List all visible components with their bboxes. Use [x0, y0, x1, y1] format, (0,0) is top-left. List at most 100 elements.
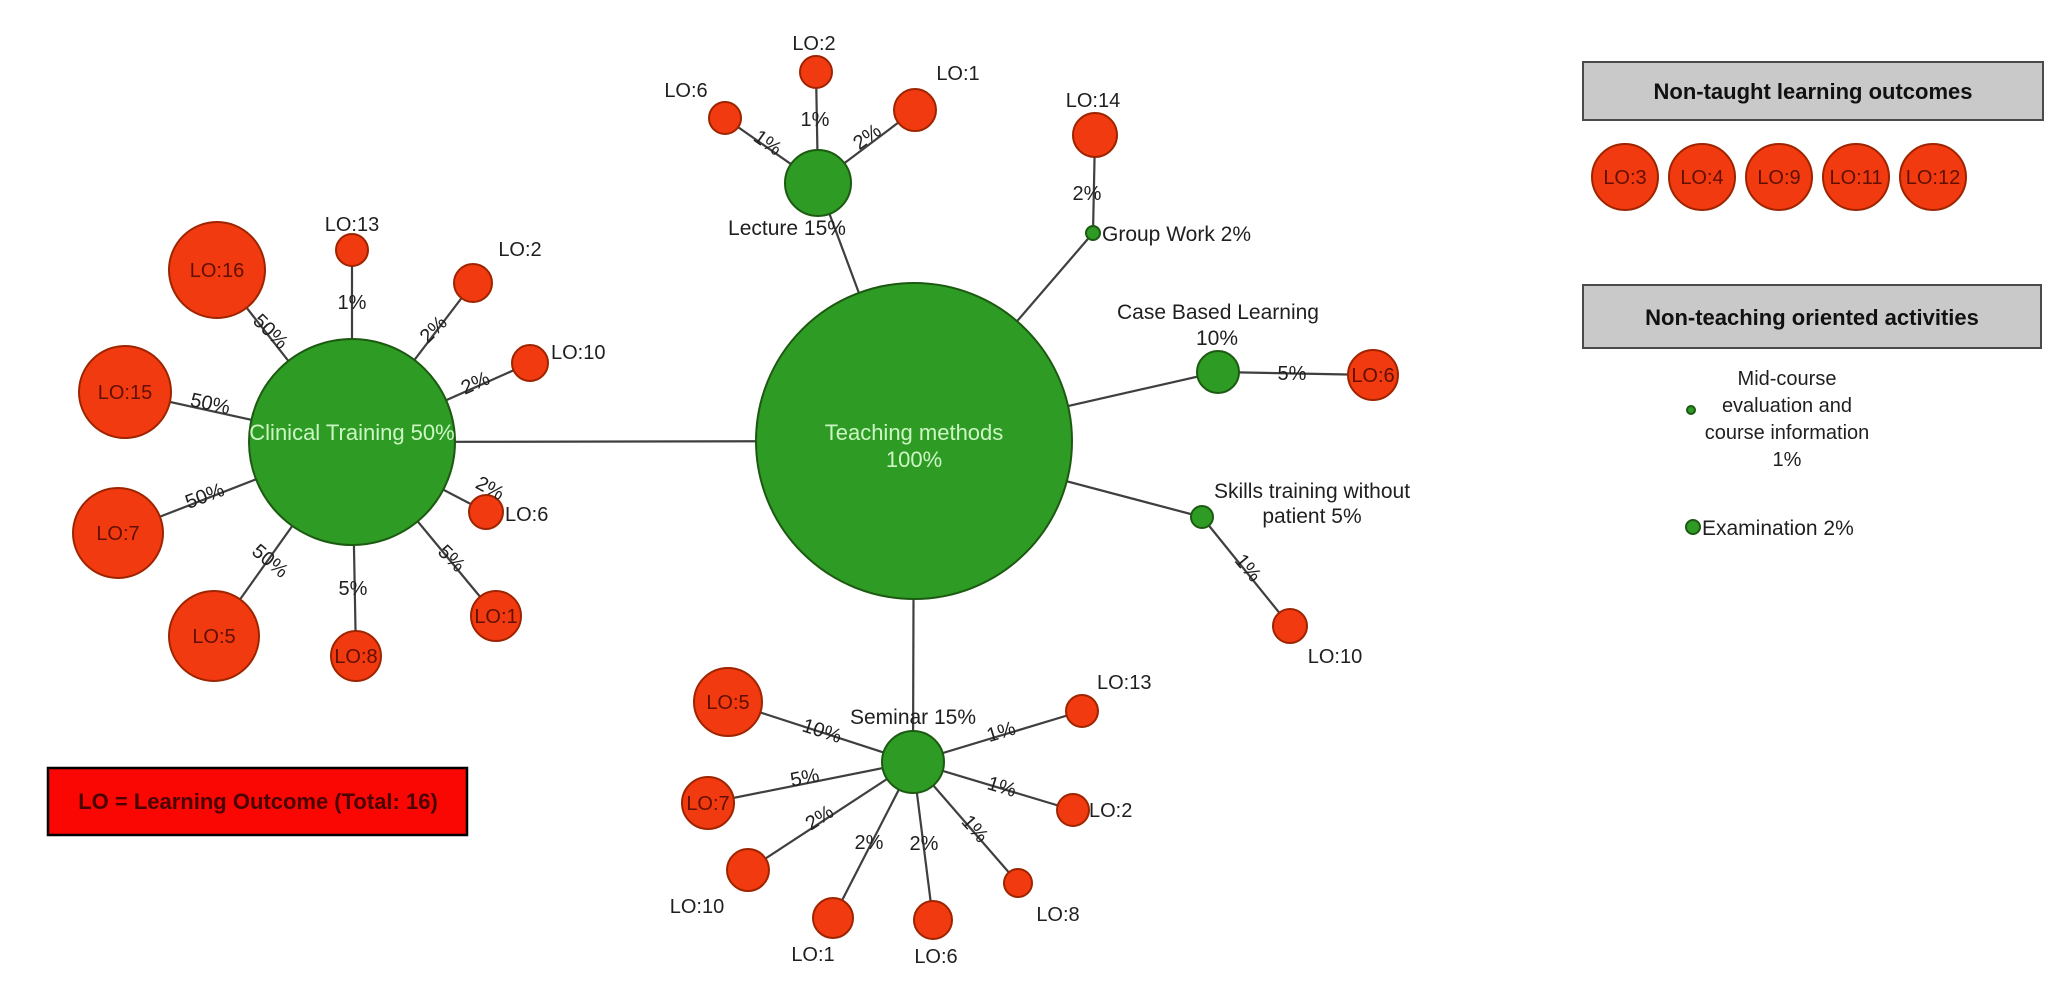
node-lo13-clinical — [335, 233, 369, 267]
lo14-label: LO:14 — [1066, 90, 1120, 112]
node-lo7-clinical — [72, 487, 164, 579]
node-lo15-clinical — [78, 345, 172, 439]
node-lo3-nontaught — [1591, 143, 1659, 211]
method-nodes — [248, 149, 1701, 794]
lo2-clinical-label: LO:2 — [498, 239, 541, 261]
node-lo6-cbl — [1347, 349, 1399, 401]
midcourse-label-line1: Mid-course — [1738, 368, 1837, 390]
edge-label-seminar-lo6: 2% — [910, 833, 939, 855]
node-clinical-training — [248, 338, 456, 546]
lo9-label: LO:9 — [1757, 167, 1800, 189]
node-lo5-clinical — [168, 590, 260, 682]
node-lo8-seminar — [1003, 868, 1033, 898]
lo4-label: LO:4 — [1680, 167, 1723, 189]
lo-nodes — [72, 55, 1967, 940]
lo8-seminar-label: LO:8 — [1036, 904, 1079, 926]
node-lo11-nontaught — [1822, 143, 1890, 211]
lo11-label: LO:11 — [1830, 167, 1883, 189]
node-lo9-nontaught — [1745, 143, 1813, 211]
node-case-based-learning — [1196, 350, 1240, 394]
seminar-label: Seminar 15% — [850, 706, 976, 729]
node-lo4-nontaught — [1668, 143, 1736, 211]
node-lo6-clinical — [468, 494, 504, 530]
edge-label-clinical-lo15: 50% — [188, 389, 232, 419]
node-lo1-lecture — [893, 88, 937, 132]
non-teaching-title: Non-teaching oriented activities — [1645, 305, 1979, 330]
lo10-skills-label: LO:10 — [1308, 646, 1362, 668]
teaching-methods-label-line1: Teaching methods — [825, 420, 1004, 445]
lo-labels-inside: LO:16 LO:15 LO:7 LO:5 LO:8 LO:1 LO:6 LO:… — [96, 167, 1960, 815]
edge-label-clinical-lo5: 50% — [247, 540, 292, 583]
edge-label-seminar-lo2: 1% — [985, 773, 1019, 803]
legend-box — [46, 766, 469, 837]
lo5-clinical-label: LO:5 — [192, 626, 235, 648]
node-skills-training — [1190, 505, 1214, 529]
node-lo2-seminar — [1056, 793, 1090, 827]
lo-labels-outside: LO:13 LO:2 LO:10 LO:6 LO:6 LO:2 LO:1 LO:… — [325, 33, 1362, 968]
lo1-lecture-label: LO:1 — [936, 63, 979, 85]
node-seminar — [881, 730, 945, 794]
teaching-methods-label-line2: 100% — [886, 447, 942, 472]
lo6-seminar-label: LO:6 — [914, 946, 957, 968]
clinical-training-label: Clinical Training 50% — [249, 420, 454, 445]
edge-seminar-lo7 — [707, 760, 914, 805]
node-lecture — [784, 149, 852, 217]
lo7-seminar-label: LO:7 — [686, 793, 729, 815]
edge-label-seminar-lo8: 1% — [957, 811, 993, 847]
node-teaching-methods — [755, 282, 1073, 600]
edge-label-seminar-lo10: 2% — [802, 801, 838, 835]
node-lo14-groupwork — [1072, 112, 1118, 158]
lo7-clinical-label: LO:7 — [96, 523, 139, 545]
lo6-clinical-label: LO:6 — [505, 504, 548, 526]
edge-label-groupwork-lo14: 2% — [1073, 183, 1102, 205]
edge-label-cbl-lo6: 5% — [1278, 363, 1307, 385]
cbl-label-line1: Case Based Learning — [1117, 301, 1319, 324]
skills-label-line1: Skills training without — [1214, 480, 1410, 503]
midcourse-label-line2: evaluation and — [1722, 395, 1852, 417]
node-lo1-clinical — [470, 590, 522, 642]
lecture-label: Lecture 15% — [728, 217, 846, 240]
non-taught-header-box — [1582, 61, 2044, 121]
node-examination-dot — [1685, 519, 1701, 535]
edge-label-seminar-lo13: 1% — [984, 717, 1018, 747]
edge-seminar-lo10 — [747, 761, 914, 871]
method-labels: Teaching methods 100% Clinical Training … — [249, 217, 1410, 729]
edge-skills-lo10 — [1201, 516, 1291, 627]
node-lo5-seminar — [693, 667, 763, 737]
edge-label-lecture-lo1: 2% — [849, 120, 885, 155]
lo16-label: LO:16 — [190, 260, 244, 282]
lo12-label: LO:12 — [1906, 167, 1960, 189]
lo5-seminar-label: LO:5 — [706, 692, 749, 714]
edge-label-lecture-lo2: 1% — [801, 109, 830, 131]
node-lo12-nontaught — [1899, 143, 1967, 211]
cbl-label-line2: 10% — [1196, 327, 1238, 350]
node-lo13-seminar — [1065, 694, 1099, 728]
node-lo1-seminar — [812, 897, 854, 939]
lo13-clinical-label: LO:13 — [325, 214, 379, 236]
node-lo10-clinical — [511, 344, 549, 382]
node-lo2-lecture — [799, 55, 833, 89]
midcourse-label-line3: course information — [1705, 422, 1870, 444]
lo10-seminar-label: LO:10 — [670, 896, 724, 918]
node-lo2-clinical — [453, 263, 493, 303]
lo13-seminar-label: LO:13 — [1097, 672, 1151, 694]
legend-text: LO = Learning Outcome (Total: 16) — [78, 789, 438, 814]
node-lo10-skills — [1272, 608, 1308, 644]
legend: LO = Learning Outcome (Total: 16) — [46, 766, 469, 837]
node-lo10-seminar — [726, 848, 770, 892]
non-taught-title: Non-taught learning outcomes — [1654, 79, 1973, 104]
lo2-lecture-label: LO:2 — [792, 33, 835, 55]
edge-label-clinical-lo13: 1% — [338, 292, 367, 314]
node-lo16-clinical — [168, 221, 266, 319]
group-work-label: Group Work 2% — [1102, 223, 1251, 246]
lo6-cbl-label: LO:6 — [1351, 365, 1394, 387]
node-lo8-clinical — [330, 630, 382, 682]
edge-label-seminar-lo7: 5% — [789, 765, 822, 792]
edge-label-skills-lo10: 1% — [1230, 550, 1266, 586]
midcourse-label-line4: 1% — [1773, 449, 1802, 471]
lo2-seminar-label: LO:2 — [1089, 800, 1132, 822]
edge-label-clinical-lo10: 2% — [458, 368, 494, 400]
node-lo6-seminar — [913, 900, 953, 940]
skills-label-line2: patient 5% — [1262, 505, 1361, 528]
